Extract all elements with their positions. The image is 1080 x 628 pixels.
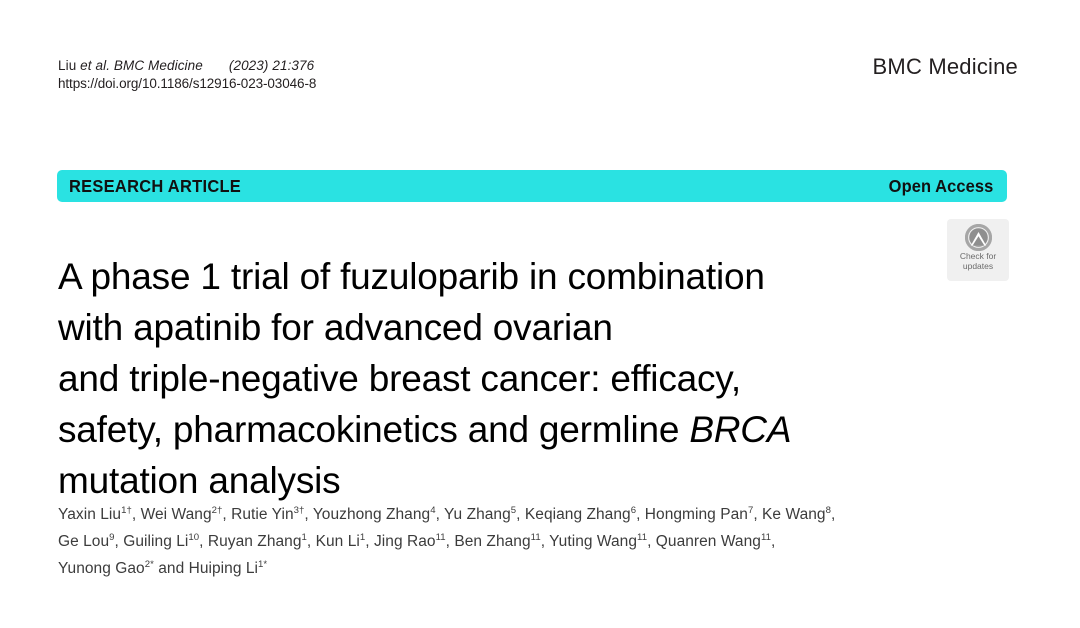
citation-block: Liu et al. BMC Medicine (2023) 21:376 htt… xyxy=(58,57,316,93)
author-affiliation-marker: 3† xyxy=(293,504,305,516)
author-affiliation-marker: 9 xyxy=(109,531,115,543)
crossmark-badge[interactable]: Check for updates xyxy=(947,219,1009,281)
author-name: Wei Wang xyxy=(140,506,212,523)
title-line-2: with apatinib for advanced ovarian xyxy=(58,306,613,348)
author-name: Rutie Yin xyxy=(231,506,294,523)
author-name: Ge Lou xyxy=(58,533,110,550)
journal-title: BMC Medicine xyxy=(872,54,1018,79)
author-name: Youzhong Zhang xyxy=(312,506,431,523)
title-line-4-text: safety, pharmacokinetics and germline xyxy=(58,408,690,450)
author-affiliation-marker: 11 xyxy=(637,531,648,543)
author-affiliation-marker: 11 xyxy=(530,531,541,543)
author-name: Yu Zhang xyxy=(444,506,511,523)
author-line-3: Yunong Gao2* and Huiping Li1* xyxy=(58,558,268,577)
author-line-2: Ge Lou9, Guiling Li10, Ruyan Zhang1, Kun… xyxy=(58,531,776,550)
author-affiliation-marker: 8 xyxy=(825,504,831,516)
author-name: Ruyan Zhang xyxy=(207,533,302,550)
open-access-banner: RESEARCH ARTICLE Open Access xyxy=(57,170,1007,202)
author-name: Yaxin Liu xyxy=(58,506,122,523)
running-header: Liu et al. BMC Medicine (2023) 21:376 htt… xyxy=(58,54,1018,93)
crossmark-check-for-updates-icon xyxy=(964,223,992,252)
author-affiliation-marker: 6 xyxy=(630,504,637,516)
open-access-label: Open Access xyxy=(888,175,993,196)
author-name: Jing Rao xyxy=(373,533,436,550)
author-name: Quanren Wang xyxy=(655,533,761,550)
crossmark-caption: Check for updates xyxy=(959,251,997,271)
page-title: A phase 1 trial of fuzuloparib in combin… xyxy=(58,251,938,506)
author-name: Kun Li xyxy=(315,533,360,550)
author-name: Keqiang Zhang xyxy=(524,506,631,523)
author-name: Yuting Wang xyxy=(549,533,638,550)
title-line-4: safety, pharmacokinetics and germline BR… xyxy=(58,404,938,455)
citation-volume: (2023) 21:376 xyxy=(228,58,315,73)
citation-journal: et al. BMC Medicine xyxy=(80,58,203,73)
title-line-1: A phase 1 trial of fuzuloparib in combin… xyxy=(58,255,765,297)
author-affiliation-marker: 1 xyxy=(359,531,366,543)
author-name: Hongming Pan xyxy=(644,506,748,523)
author-affiliation-marker: 4 xyxy=(430,504,436,516)
author-affiliation-marker: 11 xyxy=(435,531,446,543)
title-line-5: mutation analysis xyxy=(58,459,341,501)
author-affiliation-marker: 2† xyxy=(211,504,223,516)
author-affiliation-marker: 1* xyxy=(258,558,268,570)
author-affiliation-marker: 10 xyxy=(188,531,200,543)
author-name: Yunong Gao xyxy=(58,560,145,577)
author-affiliation-marker: 5 xyxy=(510,504,517,516)
title-gene-name: BRCA xyxy=(689,408,792,450)
author-name: Guiling Li xyxy=(123,533,189,550)
author-affiliation-marker: 11 xyxy=(760,531,772,543)
citation-line: Liu et al. BMC Medicine (2023) 21:376 xyxy=(58,57,316,75)
author-name: Ben Zhang xyxy=(454,533,531,550)
citation-authors: Liu xyxy=(58,58,81,73)
author-affiliation-marker: 7 xyxy=(747,504,754,516)
title-line-3: and triple-negative breast cancer: effic… xyxy=(58,357,741,399)
author-list: Yaxin Liu1†, Wei Wang2†, Rutie Yin3†, Yo… xyxy=(58,501,1018,582)
author-line-1: Yaxin Liu1†, Wei Wang2†, Rutie Yin3†, Yo… xyxy=(58,504,836,523)
author-affiliation-marker: 1† xyxy=(121,504,132,516)
citation-doi[interactable]: https://doi.org/10.1186/s12916-023-03046… xyxy=(58,76,317,91)
author-affiliation-marker: 1 xyxy=(301,531,307,543)
author-name: Ke Wang xyxy=(762,506,826,523)
article-type-label: RESEARCH ARTICLE xyxy=(69,175,242,196)
author-name: Huiping Li xyxy=(188,560,259,577)
author-affiliation-marker: 2* xyxy=(144,558,154,570)
